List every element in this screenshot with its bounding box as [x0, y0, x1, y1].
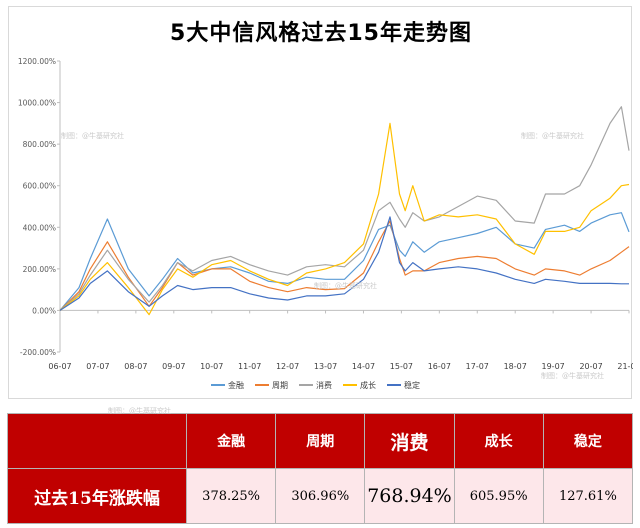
x-tick-label: 06-07: [48, 362, 71, 371]
x-tick-label: 19-07: [542, 362, 565, 371]
y-tick-label: 400.00%: [23, 223, 56, 232]
series-line-金融: [59, 212, 630, 311]
value-cell: 605.95%: [453, 468, 544, 524]
value-cell: 768.94%: [364, 468, 455, 524]
x-tick-label: 11-07: [238, 362, 261, 371]
y-tick-label: 0.00%: [32, 306, 56, 315]
summary-value-row: 过去15年涨跌幅 378.25% 306.96% 768.94% 605.95%…: [7, 468, 634, 524]
header-cell: 消费: [364, 413, 455, 469]
line-chart: -200.00% 0.00% 200.00% 400.00% 600.00% 800.00…: [18, 57, 633, 390]
x-tick-label: 09-07: [162, 362, 185, 371]
legend-label: 稳定: [404, 380, 420, 390]
x-tick-label: 20-07: [579, 362, 602, 371]
y-tick-label: 1000.00%: [18, 99, 56, 108]
row-label: 过去15年涨跌幅: [7, 468, 187, 524]
x-tick-label: 21-07: [617, 362, 633, 371]
x-tick-label: 14-07: [352, 362, 375, 371]
legend-label: 金融: [228, 380, 244, 390]
chart-frame: 5大中信风格过去15年走势图 -200.00% 0.00% 200.00% 400.0…: [8, 6, 633, 399]
watermark: 制图：@牛基研究社: [314, 282, 377, 290]
watermark: 制图：@牛基研究社: [108, 407, 171, 415]
x-tick-label: 18-07: [504, 362, 527, 371]
x-tick-label: 16-07: [428, 362, 451, 371]
x-tick-label: 10-07: [200, 362, 223, 371]
y-tick-label: 1200.00%: [18, 57, 56, 66]
x-tick-label: 15-07: [390, 362, 413, 371]
series-line-周期: [59, 220, 630, 311]
chart-title: 5大中信风格过去15年走势图: [170, 21, 472, 46]
header-corner: [7, 413, 187, 469]
x-tick-label: 07-07: [86, 362, 109, 371]
header-cell: 稳定: [542, 413, 634, 469]
watermark: 制图：@牛基研究社: [61, 132, 124, 140]
legend-label: 成长: [360, 380, 376, 390]
y-tick-label: 800.00%: [23, 140, 56, 149]
x-tick-label: 13-07: [314, 362, 337, 371]
legend-label: 周期: [272, 381, 288, 390]
y-tick-label: -200.00%: [20, 348, 56, 357]
y-tick-label: 200.00%: [23, 265, 56, 274]
series-line-成长: [59, 122, 630, 316]
series-line-稳定: [59, 216, 629, 311]
x-tick-label: 08-07: [124, 362, 147, 371]
summary-table: 金融 周期 消费 成长 稳定 过去15年涨跌幅 378.25% 306.96% …: [7, 413, 634, 524]
header-cell: 金融: [185, 413, 277, 469]
series-line-消费: [59, 106, 630, 311]
watermark: 制图：@牛基研究社: [541, 372, 604, 380]
header-cell: 成长: [453, 413, 544, 469]
value-cell: 127.61%: [542, 468, 634, 524]
header-cell: 周期: [275, 413, 366, 469]
summary-header-row: 金融 周期 消费 成长 稳定: [7, 413, 634, 469]
legend-label: 消费: [316, 380, 332, 390]
x-tick-label: 17-07: [466, 362, 489, 371]
value-cell: 378.25%: [185, 468, 277, 524]
x-tick-label: 12-07: [276, 362, 299, 371]
watermark: 制图：@牛基研究社: [521, 132, 584, 140]
value-cell: 306.96%: [275, 468, 366, 524]
y-tick-label: 600.00%: [23, 182, 56, 191]
